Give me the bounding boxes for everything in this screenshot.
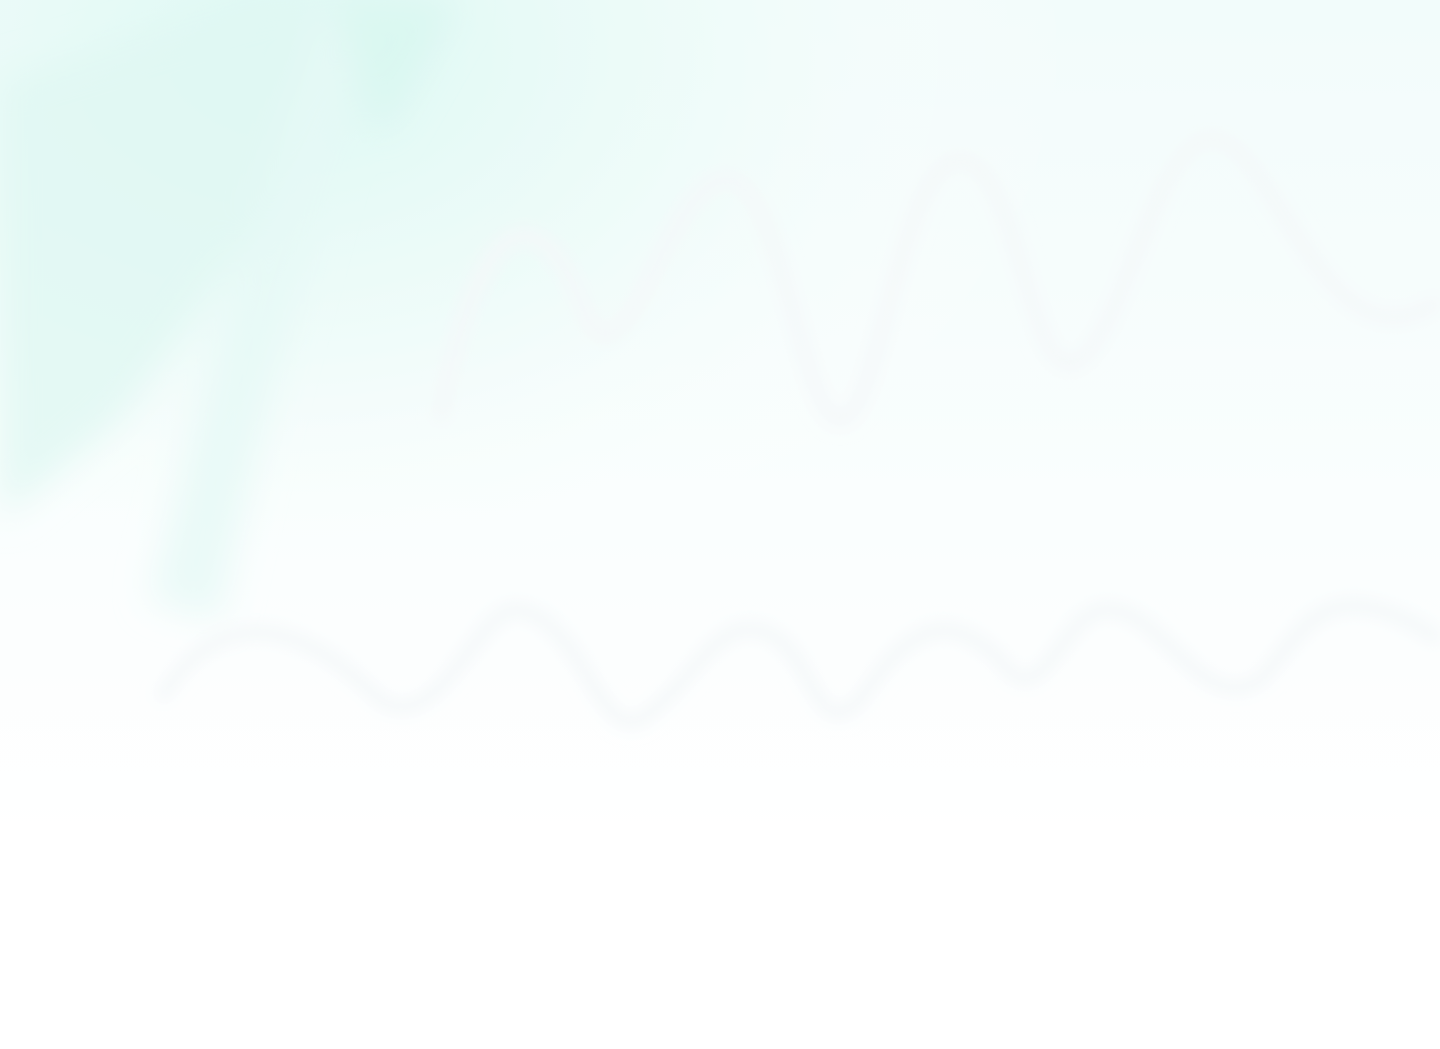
light-streaks [0,0,460,620]
waves [153,131,1440,730]
